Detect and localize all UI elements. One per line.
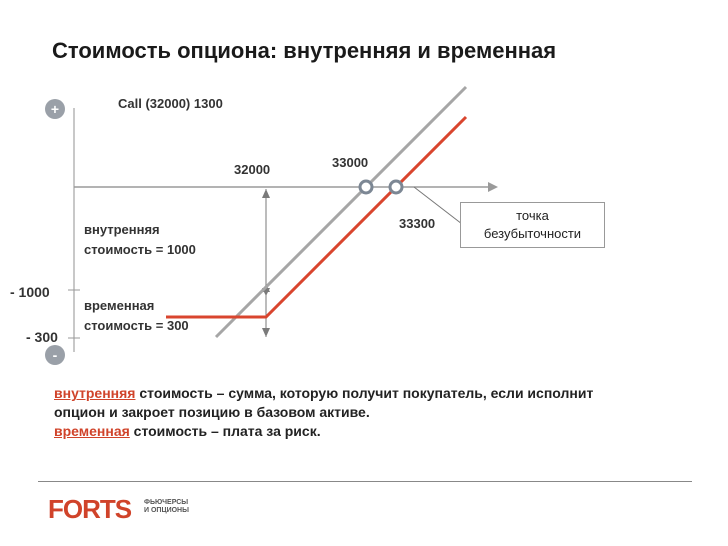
breakeven-callout: точка безубыточности [460, 202, 605, 248]
breakeven-label: 33300 [399, 216, 436, 231]
description-line-2: опцион и закроет позицию в базовом актив… [54, 404, 370, 420]
callout-line-1: точка [516, 208, 549, 223]
callout-line-2: безубыточности [483, 226, 582, 241]
logo-sub-2: И ОПЦИОНЫ [144, 507, 189, 514]
footer-divider [38, 481, 692, 482]
dimension-arrow-top [262, 189, 270, 198]
intrinsic-value-line [214, 85, 468, 339]
time-text-1: временная [84, 298, 155, 313]
description-line-3-rest: стоимость – плата за риск. [129, 423, 321, 439]
description-line-1: внутренняя стоимость – сумма, которую по… [54, 384, 694, 403]
logo-sub-1: ФЬЮЧЕРСЫ [144, 499, 189, 506]
y-tick-label-1000: - 1000 [10, 284, 50, 300]
strike-label: 32000 [234, 162, 271, 177]
intrinsic-text-1: внутренняя [84, 222, 160, 237]
y-tick-label-300: - 300 [26, 329, 58, 345]
dimension-arrow-bottom [262, 328, 270, 337]
x-axis-arrow [488, 182, 498, 192]
marker-33000 [358, 179, 374, 195]
page-title: Стоимость опциона: внутренняя и временна… [52, 38, 557, 63]
logo-name: FORTS [48, 494, 132, 524]
time-text-2: стоимость = 300 [84, 318, 189, 333]
forts-logo: FORTS ФЬЮЧЕРСЫ И ОПЦИОНЫ [48, 494, 189, 525]
intrinsic-term: внутренняя [54, 385, 136, 401]
option-label: Call (32000) 1300 [118, 96, 223, 111]
plus-sign: + [45, 99, 65, 119]
description: внутренняя стоимость – сумма, которую по… [54, 384, 694, 441]
intrinsic-text-2: стоимость = 1000 [84, 242, 196, 257]
marker-33300 [388, 179, 404, 195]
time-term: временная [54, 423, 130, 439]
callout-connector [413, 186, 463, 225]
description-line-3: временная стоимость – плата за риск. [54, 422, 694, 441]
logo-subtitle: ФЬЮЧЕРСЫ И ОПЦИОНЫ [144, 499, 189, 515]
minus-sign: - [45, 345, 65, 365]
description-line-1-rest: стоимость – сумма, которую получит покуп… [135, 385, 594, 401]
payoff-chart [68, 85, 498, 352]
intrinsic-point-label: 33000 [332, 155, 369, 170]
